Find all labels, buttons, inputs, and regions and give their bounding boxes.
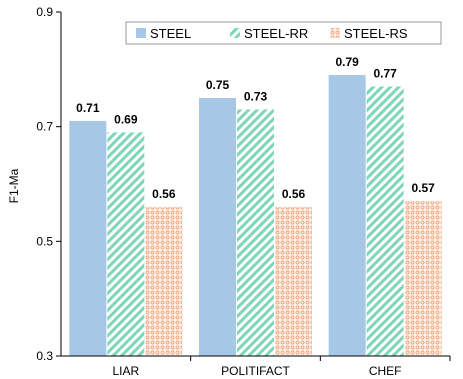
x-category-label: POLITIFACT — [221, 364, 290, 378]
y-tick-label: 0.9 — [36, 5, 53, 19]
bar-steel-rs — [404, 201, 442, 356]
data-label: 0.77 — [373, 67, 397, 81]
bar-steel-rr — [366, 86, 404, 357]
x-category-label: LIAR — [112, 364, 139, 378]
legend-frame — [125, 21, 442, 45]
x-axis-categories: LIAR POLITIFACT CHEF — [112, 356, 451, 378]
y-axis-ticks: 0.3 0.5 0.7 0.9 — [36, 5, 61, 363]
bar-steel-rs — [275, 206, 312, 356]
legend-swatch-steel — [136, 28, 146, 38]
data-label: 0.73 — [244, 89, 268, 103]
legend-label-steel-rs: STEEL-RS — [344, 26, 408, 41]
y-tick-label: 0.5 — [36, 234, 53, 248]
legend-swatch-steel-rs — [330, 28, 340, 38]
y-tick-label: 0.3 — [36, 349, 53, 363]
bar-steel-rr — [107, 132, 145, 356]
data-label: 0.75 — [206, 78, 230, 92]
y-axis-title: F1-Ma — [7, 168, 21, 203]
x-category-label: CHEF — [369, 364, 402, 378]
data-label: 0.69 — [114, 112, 138, 126]
data-label: 0.79 — [335, 55, 359, 69]
legend-label-steel-rr: STEEL-RR — [244, 26, 308, 41]
bar-steel — [69, 120, 107, 356]
data-label: 0.56 — [282, 187, 306, 201]
bar-steel-rs — [145, 206, 183, 356]
legend: STEEL STEEL-RR STEEL-RS — [125, 21, 442, 45]
bar-steel-rr — [237, 109, 274, 356]
data-label: 0.56 — [152, 187, 176, 201]
y-tick-label: 0.7 — [36, 120, 53, 134]
data-labels: 0.71 0.69 0.56 0.75 0.73 0.56 0.79 0.77 0.57 — [76, 55, 435, 201]
bar-steel — [199, 98, 236, 356]
bar-steel — [328, 75, 366, 357]
legend-label-steel: STEEL — [150, 26, 191, 41]
bars — [69, 75, 442, 357]
data-label: 0.57 — [411, 181, 435, 195]
data-label: 0.71 — [76, 101, 100, 115]
legend-swatch-steel-rr — [230, 28, 240, 38]
